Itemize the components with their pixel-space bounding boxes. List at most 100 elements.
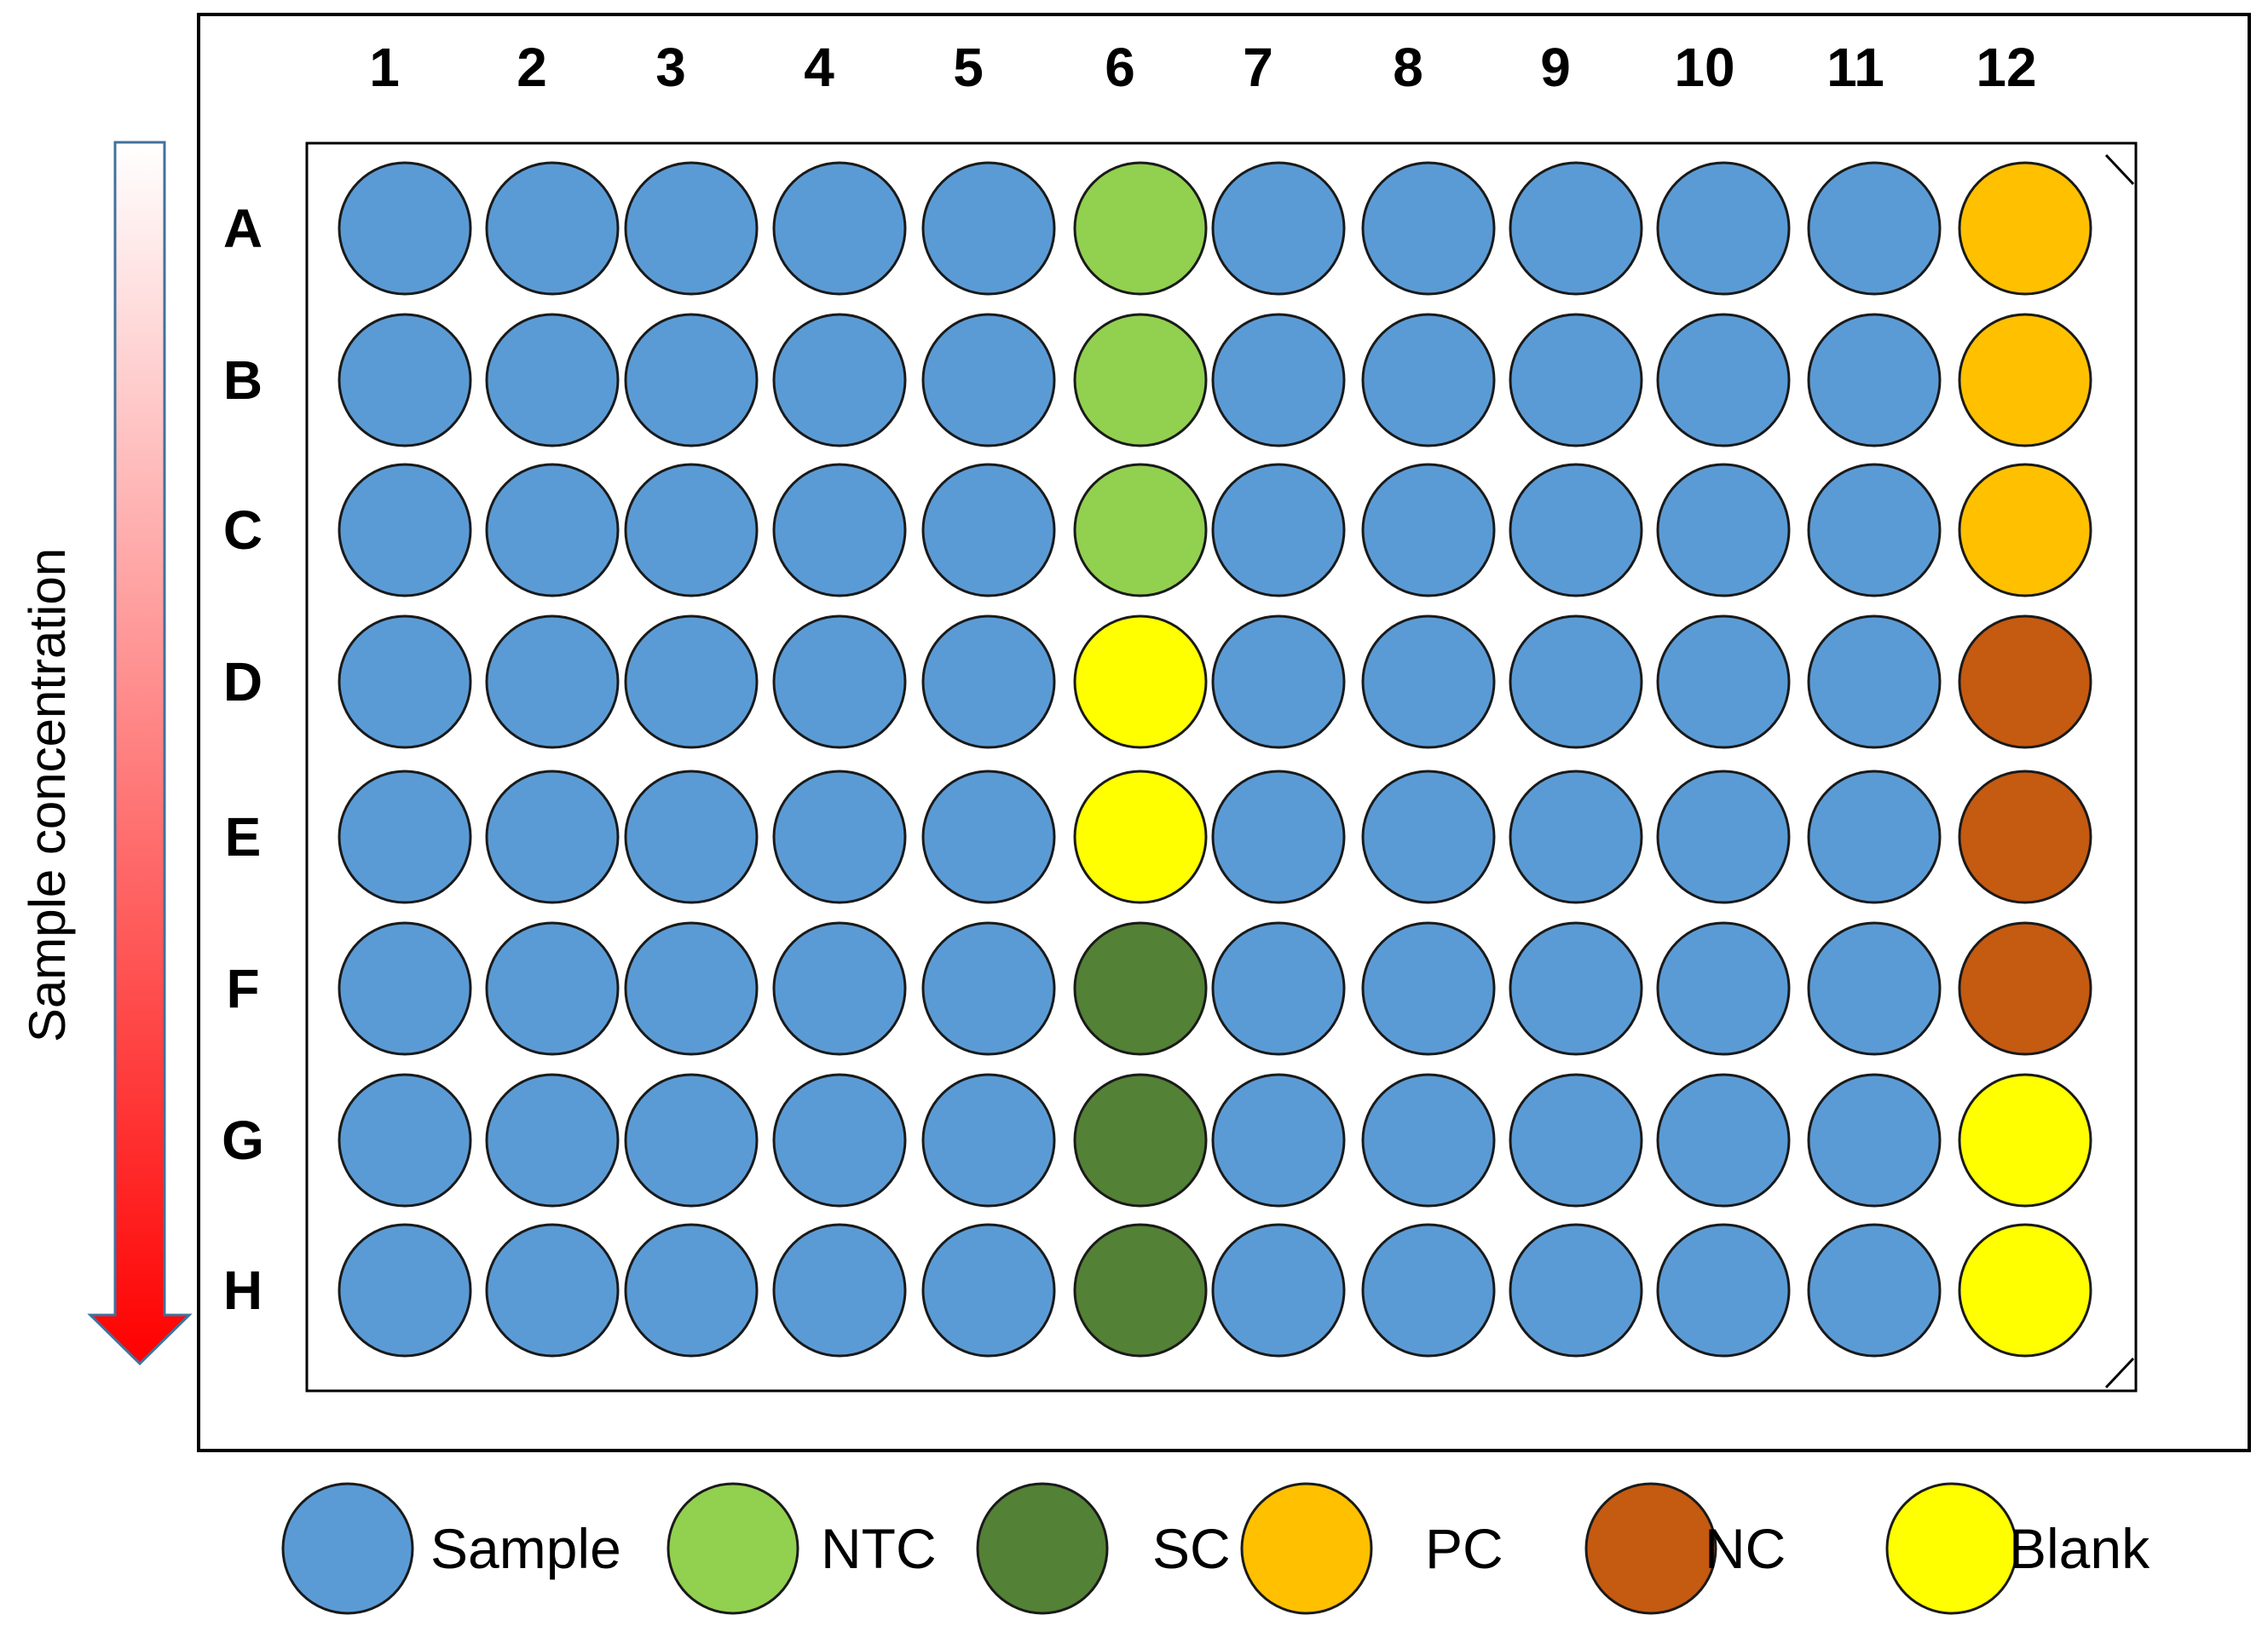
column-label-8: 8 [1393,37,1423,98]
plate-corner-chamfer-top [2104,153,2135,186]
well-B8 [1361,313,1496,447]
well-G6 [1073,1073,1208,1208]
well-H8 [1361,1223,1496,1358]
well-E12 [1958,770,2092,904]
well-H12 [1958,1223,2092,1358]
well-E10 [1656,770,1791,904]
well-F10 [1656,921,1791,1056]
column-label-10: 10 [1674,37,1734,98]
well-C7 [1211,463,1346,597]
column-label-2: 2 [517,37,547,98]
well-C2 [485,463,620,597]
row-label-G: G [222,1110,264,1171]
row-label-D: D [223,651,263,712]
concentration-axis-label: Sample concentration [19,548,76,1042]
column-label-1: 1 [369,37,400,98]
well-B5 [921,313,1056,447]
well-E3 [624,770,759,904]
legend-label-blank: Blank [2009,1517,2150,1580]
row-label-E: E [225,806,262,868]
well-E4 [772,770,907,904]
well-D1 [338,614,472,749]
well-B12 [1958,313,2092,447]
well-A4 [772,161,907,296]
well-G8 [1361,1073,1496,1208]
well-C1 [338,463,472,597]
legend-label-sc: SC [1152,1517,1231,1580]
well-H2 [485,1223,620,1358]
well-A8 [1361,161,1496,296]
well-A3 [624,161,759,296]
well-B11 [1807,313,1942,447]
well-B1 [338,313,472,447]
column-label-6: 6 [1105,37,1135,98]
well-E9 [1509,770,1643,904]
well-C8 [1361,463,1496,597]
well-G3 [624,1073,759,1208]
legend-swatch-pc [1240,1482,1373,1615]
row-labels: A B C D E F G H [222,198,264,1321]
well-C12 [1958,463,2092,597]
well-D6 [1073,614,1208,749]
well-D4 [772,614,907,749]
legend-label-nc: NC [1705,1517,1786,1580]
well-C10 [1656,463,1791,597]
well-G11 [1807,1073,1942,1208]
column-label-12: 12 [1976,37,2036,98]
well-D2 [485,614,620,749]
well-C11 [1807,463,1942,597]
legend-label-pc: PC [1425,1517,1503,1580]
column-label-5: 5 [953,37,984,98]
well-G9 [1509,1073,1643,1208]
row-label-A: A [223,198,263,259]
well-D7 [1211,614,1346,749]
well-A5 [921,161,1056,296]
column-label-7: 7 [1243,37,1273,98]
legend-swatch-ntc [667,1482,799,1615]
well-F12 [1958,921,2092,1056]
well-D3 [624,614,759,749]
well-F11 [1807,921,1942,1056]
column-labels: 1 2 3 4 5 6 7 8 9 10 11 12 [369,37,2036,98]
well-A6 [1073,161,1208,296]
well-F3 [624,921,759,1056]
well-C3 [624,463,759,597]
well-D11 [1807,614,1942,749]
well-B4 [772,313,907,447]
legend: Sample NTC SC PC NC Blank [281,1482,2150,1615]
well-H10 [1656,1223,1791,1358]
well-B7 [1211,313,1346,447]
well-F2 [485,921,620,1056]
row-label-C: C [223,499,263,561]
well-H1 [338,1223,472,1358]
well-F8 [1361,921,1496,1056]
well-F7 [1211,921,1346,1056]
well-A11 [1807,161,1942,296]
well-E2 [485,770,620,904]
well-A9 [1509,161,1643,296]
well-C4 [772,463,907,597]
well-A1 [338,161,472,296]
well-D8 [1361,614,1496,749]
well-H4 [772,1223,907,1358]
well-A2 [485,161,620,296]
well-E5 [921,770,1056,904]
well-G2 [485,1073,620,1208]
well-B10 [1656,313,1791,447]
well-H6 [1073,1223,1208,1358]
well-A10 [1656,161,1791,296]
well-H7 [1211,1223,1346,1358]
well-B9 [1509,313,1643,447]
legend-swatch-sample [281,1482,414,1615]
legend-swatch-blank [1885,1482,2018,1615]
well-E6 [1073,770,1208,904]
well-F4 [772,921,907,1056]
well-B6 [1073,313,1208,447]
row-label-B: B [223,349,263,411]
well-G4 [772,1073,907,1208]
well-H11 [1807,1223,1942,1358]
well-A7 [1211,161,1346,296]
well-E8 [1361,770,1496,904]
legend-label-sample: Sample [430,1517,621,1580]
